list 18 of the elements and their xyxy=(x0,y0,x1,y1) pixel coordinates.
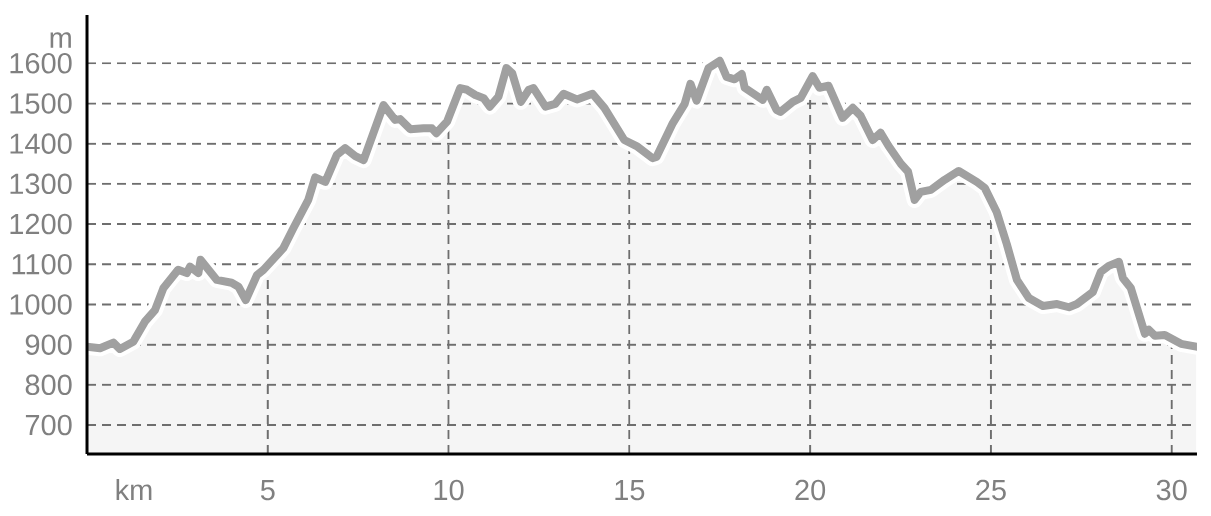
y-tick-label: 1300 xyxy=(10,173,72,195)
y-tick-label: 700 xyxy=(25,414,72,436)
x-tick-label: 15 xyxy=(615,480,645,501)
y-tick-label: 1500 xyxy=(10,93,72,114)
y-tick-label: 1400 xyxy=(10,133,72,154)
y-axis-title: m xyxy=(50,32,71,48)
y-tick-label: 1600 xyxy=(10,52,72,74)
y-tick-label: 1100 xyxy=(12,253,72,275)
x-tick-label: 30 xyxy=(1156,479,1187,501)
x-tick-label: 20 xyxy=(795,479,826,501)
x-tick-label: 5 xyxy=(260,480,275,501)
y-tick-label: 900 xyxy=(25,334,72,355)
x-axis-title: km xyxy=(116,478,152,500)
y-tick-label: 1200 xyxy=(10,213,72,235)
y-tick-label: 1000 xyxy=(10,294,72,315)
y-tick-label: 800 xyxy=(25,374,72,396)
x-tick-label: 10 xyxy=(434,479,464,501)
x-tick-label: 25 xyxy=(976,479,1006,501)
